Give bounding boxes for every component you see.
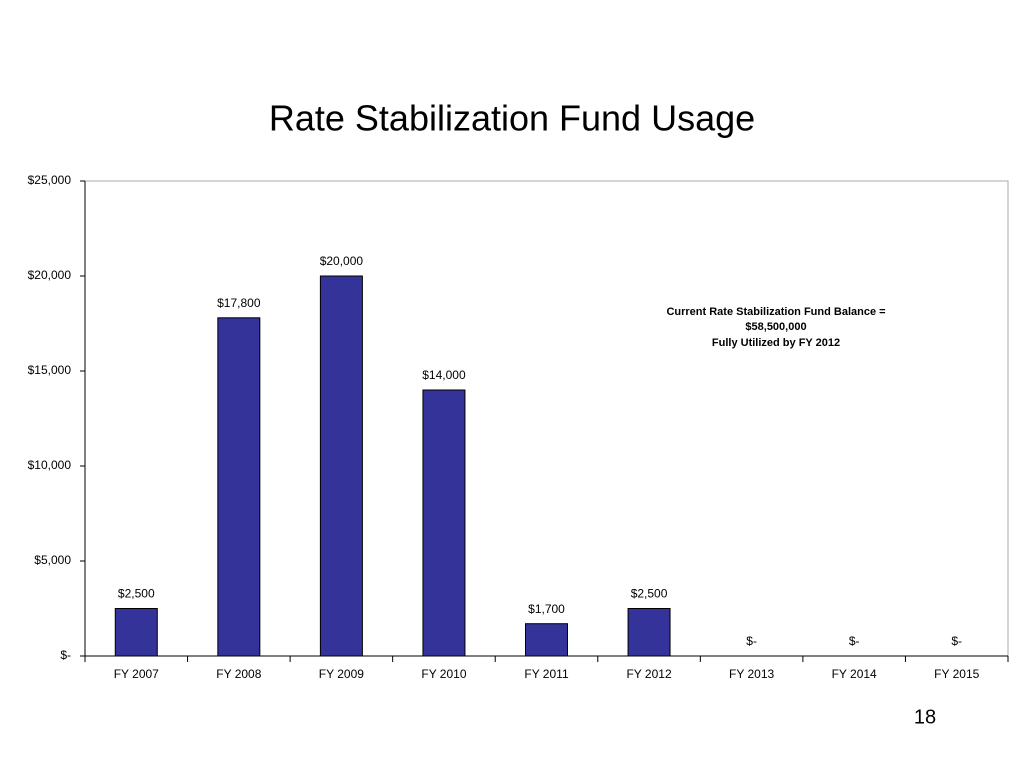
annotation: Current Rate Stabilization Fund Balance …	[666, 306, 885, 318]
annotation: $58,500,000	[745, 321, 806, 333]
annotation: Fully Utilized by FY 2012	[712, 337, 840, 349]
y-tick-label: $15,000	[28, 363, 72, 377]
bar	[422, 389, 466, 657]
value-label: $-	[746, 634, 757, 648]
x-tick-label: FY 2010	[421, 667, 466, 681]
value-label: $-	[849, 634, 860, 648]
x-tick-label: FY 2014	[832, 667, 877, 681]
value-label: $-	[951, 634, 962, 648]
x-tick-label: FY 2008	[216, 667, 261, 681]
y-tick-label: $-	[60, 648, 71, 662]
x-tick-label: FY 2009	[319, 667, 364, 681]
bar	[319, 275, 363, 657]
value-label: $17,800	[217, 296, 261, 310]
value-label: $20,000	[320, 254, 364, 268]
x-tick-label: FY 2007	[114, 667, 159, 681]
page-number: 18	[914, 706, 936, 728]
bar	[217, 317, 261, 657]
chart-title: Rate Stabilization Fund Usage	[269, 98, 755, 139]
value-label: $1,700	[528, 602, 565, 616]
y-tick-label: $10,000	[28, 458, 72, 472]
y-tick-label: $20,000	[28, 268, 72, 282]
bar	[114, 608, 158, 657]
x-tick-label: FY 2015	[934, 667, 979, 681]
value-label: $14,000	[422, 368, 466, 382]
bar	[525, 623, 568, 657]
y-tick-label: $5,000	[34, 553, 71, 567]
value-label: $2,500	[631, 587, 668, 601]
x-tick-label: FY 2012	[626, 667, 671, 681]
y-tick-label: $25,000	[28, 173, 72, 187]
x-tick-label: FY 2011	[524, 667, 569, 681]
value-label: $2,500	[118, 587, 155, 601]
bar	[627, 608, 671, 657]
x-tick-label: FY 2013	[729, 667, 774, 681]
